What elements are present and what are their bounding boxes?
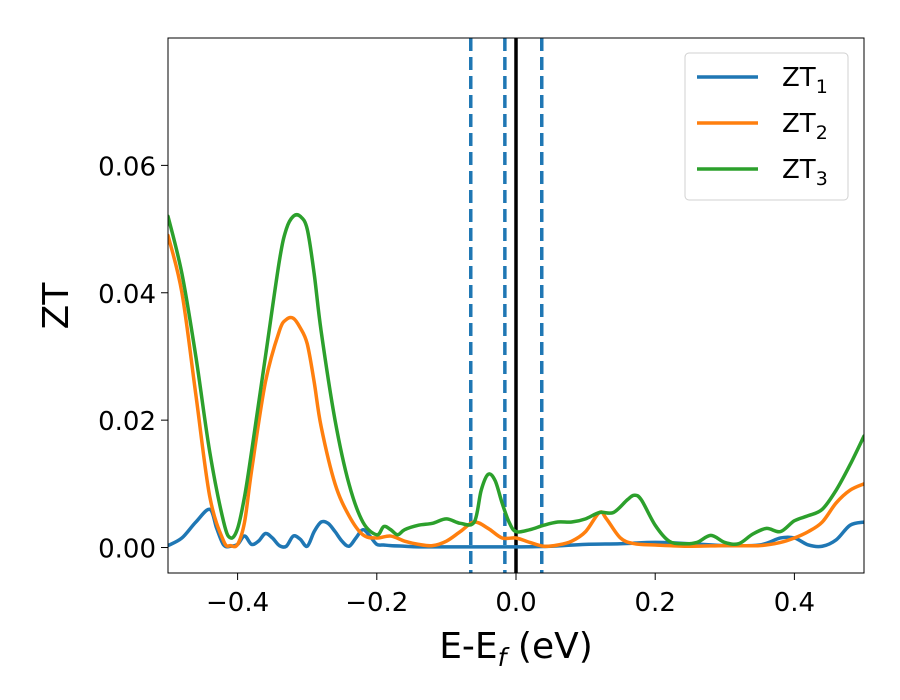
y-tick-label: 0.02 <box>98 407 156 437</box>
x-axis-title-unit: (eV) <box>506 626 592 667</box>
y-tick-label: 0.00 <box>98 535 156 565</box>
legend: ZT1 ZT2 ZT3 <box>684 52 849 201</box>
legend-label-zt3: ZT3 <box>782 155 828 190</box>
series-lines <box>168 213 864 549</box>
y-axis-title: ZT <box>36 282 77 330</box>
x-tick-label: 0.4 <box>774 588 815 618</box>
x-tick-label: −0.4 <box>206 588 269 618</box>
series-line-zt3 <box>168 213 864 547</box>
x-tick-label: 0.0 <box>495 588 536 618</box>
x-tick-label: 0.2 <box>635 588 676 618</box>
x-axis-title-main: E-E <box>439 626 497 667</box>
x-axis: −0.4 −0.2 0.0 0.2 0.4 <box>206 573 815 618</box>
vertical-lines <box>469 38 544 573</box>
x-axis-title: E-Ef (eV) <box>439 626 593 672</box>
series-line-zt2 <box>168 233 864 549</box>
legend-label-zt1: ZT1 <box>782 63 828 98</box>
y-axis: 0.00 0.02 0.04 0.06 <box>98 152 168 565</box>
y-tick-label: 0.04 <box>98 280 156 310</box>
legend-box <box>684 52 849 201</box>
legend-label-zt2: ZT2 <box>782 109 828 144</box>
x-tick-label: −0.2 <box>345 588 408 618</box>
y-tick-label: 0.06 <box>98 152 156 182</box>
